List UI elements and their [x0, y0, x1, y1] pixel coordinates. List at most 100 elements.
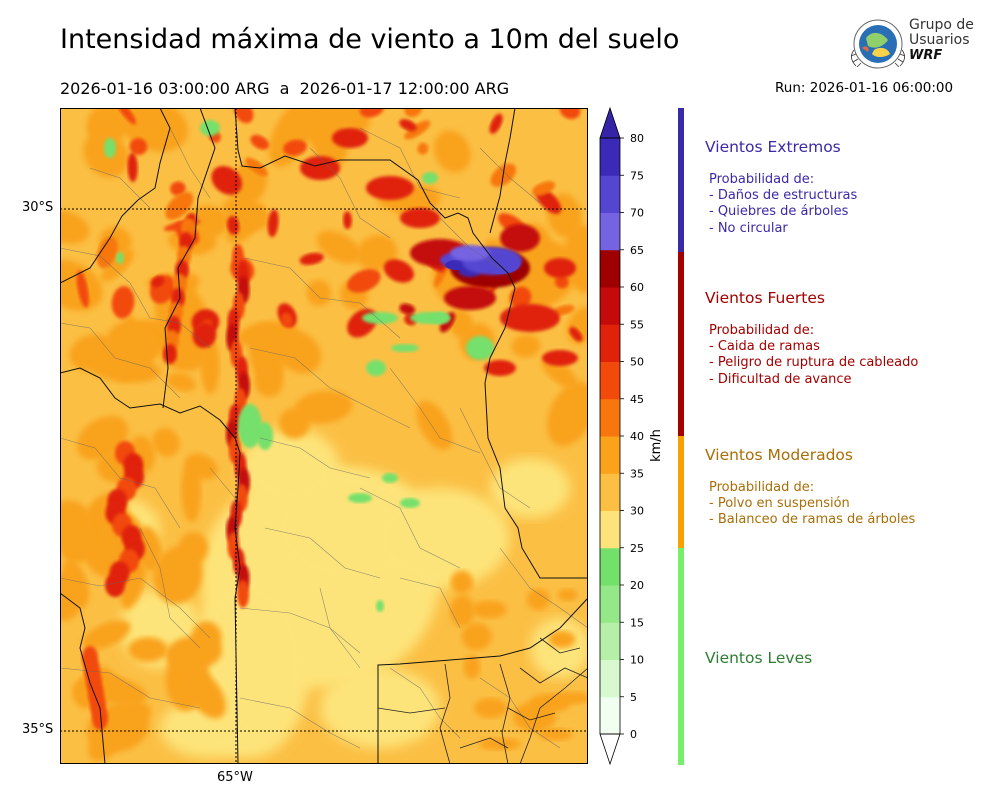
wind-cell	[463, 655, 481, 679]
wind-cell	[269, 108, 316, 167]
wind-cell	[480, 254, 520, 274]
colorbar-under-arrow	[599, 733, 621, 766]
colorbar-level-45-50	[600, 361, 620, 400]
wind-cell	[370, 488, 510, 588]
gu-wrf-logo	[850, 19, 906, 69]
lon-label-65w: 65°W	[217, 770, 253, 785]
wind-cell	[500, 224, 540, 252]
wind-cell	[416, 400, 453, 450]
wind-cell	[163, 344, 177, 364]
colorbar-level-30-35	[600, 473, 620, 511]
wind-cell	[490, 458, 570, 518]
wind-cell	[257, 422, 273, 450]
category-desc-strong: Probabilidad de: - Caida de ramas - Peli…	[709, 323, 918, 388]
model-run-time: Run: 2026-01-16 06:00:00	[775, 80, 954, 96]
wind-cell	[450, 594, 475, 627]
wind-cell	[299, 252, 324, 265]
colorbar-tick-label: 0	[630, 728, 637, 741]
wind-cell	[382, 473, 398, 483]
wind-cell	[399, 119, 417, 132]
wind-cell	[267, 209, 279, 238]
colorbar-tick-label: 15	[630, 616, 644, 629]
category-desc-line: - Dificultad de avance	[709, 371, 852, 387]
wind-cell	[116, 252, 124, 264]
wind-cell	[484, 360, 516, 376]
wind-cell	[500, 304, 560, 332]
wind-cell	[283, 139, 307, 156]
category-desc-line: - Polvo en suspensión	[709, 496, 850, 512]
wind-cell	[183, 668, 226, 719]
wind-cell	[473, 698, 508, 719]
wind-cell	[254, 367, 284, 397]
colorbar-tick-label: 55	[630, 318, 644, 331]
wind-cell	[120, 560, 146, 610]
category-title-light: Vientos Leves	[705, 649, 813, 667]
wind-cell	[433, 130, 471, 173]
wind-cell	[111, 286, 135, 319]
wind-cell	[552, 304, 575, 316]
forecast-period: 2026-01-16 03:00:00 ARG a 2026-01-17 12:…	[60, 79, 510, 98]
wind-cell	[76, 415, 129, 461]
wind-cell	[294, 390, 353, 424]
category-desc-line: - No circular	[709, 220, 788, 236]
colorbar-tick-label: 60	[630, 281, 644, 294]
colorbar-tick-label: 25	[630, 542, 644, 555]
wind-cell	[471, 600, 507, 619]
wind-cell	[105, 573, 126, 597]
wind-cell	[343, 211, 352, 230]
colorbar-tick-label: 35	[630, 467, 644, 480]
wind-cell	[554, 275, 569, 289]
colorbar-tick-label: 50	[630, 356, 644, 369]
wind-cell	[245, 157, 268, 177]
category-desc-line: Probabilidad de:	[709, 172, 815, 187]
wind-cell	[135, 526, 162, 571]
wind-cell	[347, 269, 381, 293]
colorbar-tick-label: 40	[630, 430, 644, 443]
wind-cell	[316, 230, 361, 264]
wind-cell	[250, 134, 269, 150]
colorbar: 0 5 10 15 20 25 30 35 40 45 50 55 60 65 70 75 80	[599, 106, 644, 766]
lat-label-30s: 30°S	[22, 200, 54, 215]
wind-cell	[569, 326, 583, 342]
wind-cell	[104, 320, 157, 373]
wind-cell	[542, 350, 578, 366]
colorbar-level-0-5	[600, 696, 620, 735]
wind-cell	[376, 600, 384, 612]
colorbar-tick-label: 80	[630, 132, 644, 145]
wind-cell	[300, 156, 340, 180]
wind-cell	[234, 108, 254, 124]
wind-cell	[466, 336, 494, 360]
colorbar-tick-label: 45	[630, 393, 644, 406]
category-title-moderate: Vientos Moderados	[705, 446, 853, 464]
wind-cell	[129, 138, 148, 155]
colorbar-tick-label: 70	[630, 207, 644, 220]
wind-cell	[439, 312, 456, 333]
logo-wordmark: Grupo de Usuarios WRF	[909, 18, 974, 64]
province-borders	[60, 108, 588, 764]
wind-cell	[128, 637, 168, 662]
colorbar-level-25-30	[600, 510, 620, 549]
wind-cell	[115, 108, 137, 125]
category-desc-line: - Caida de ramas	[709, 339, 820, 355]
colorbar-level-40-45	[600, 398, 620, 437]
wind-cell	[185, 453, 218, 480]
wind-cell	[509, 286, 532, 309]
colorbar-unit: km/h	[648, 429, 664, 462]
category-bar-extreme	[678, 108, 684, 252]
category-desc-line: Probabilidad de:	[709, 323, 815, 338]
category-bar-strong	[678, 252, 684, 436]
wind-cell	[165, 191, 194, 220]
colorbar-level-60-65	[600, 249, 620, 288]
wind-field	[60, 108, 588, 762]
colorbar-tick-label: 10	[630, 654, 644, 667]
category-desc-line: - Daños de estructuras	[709, 188, 858, 204]
wind-cell	[306, 279, 332, 307]
wind-cell	[160, 698, 260, 758]
category-desc-line: - Quiebres de árboles	[709, 204, 849, 220]
wind-cell	[335, 108, 371, 133]
wind-cell	[399, 303, 416, 315]
wind-cell	[153, 546, 203, 605]
wind-cell	[69, 525, 96, 562]
colorbar-level-70-75	[600, 175, 620, 213]
wind-cell	[200, 120, 220, 136]
